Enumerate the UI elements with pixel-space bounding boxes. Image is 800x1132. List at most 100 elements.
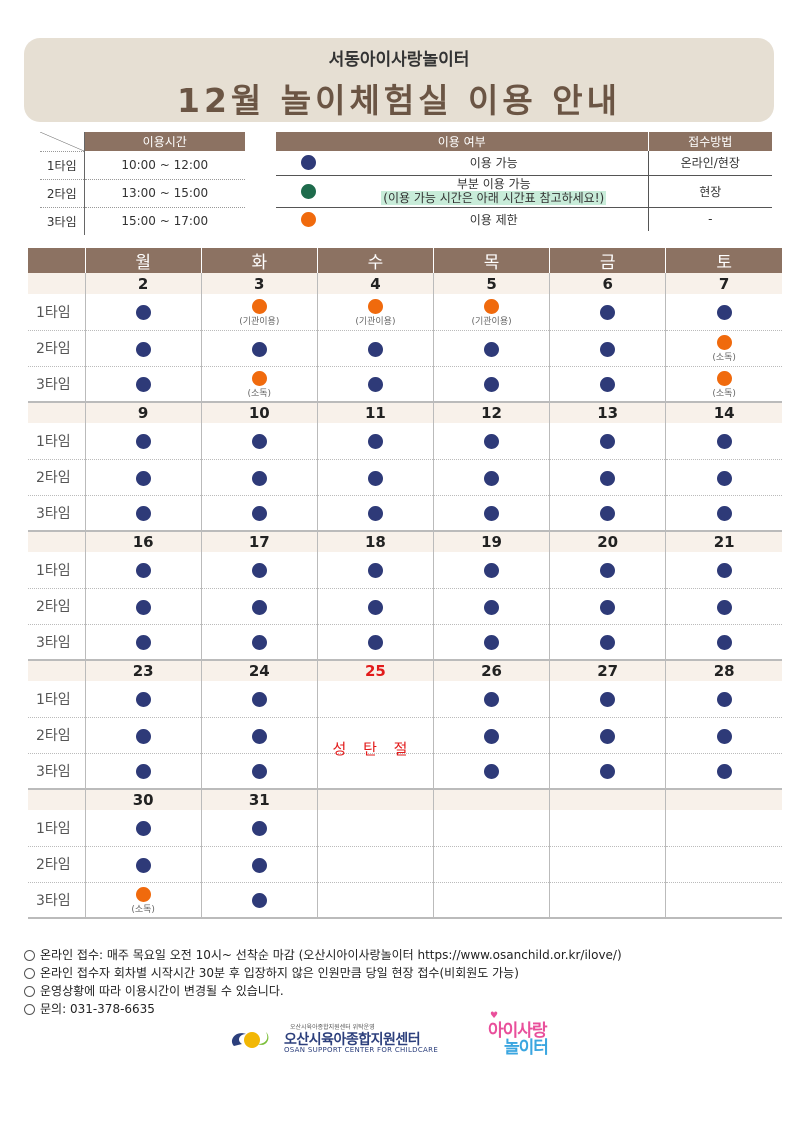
available-dot-icon (484, 764, 500, 780)
slot-cell: (기관이용) (432, 294, 550, 331)
slot-cell (665, 552, 782, 589)
slot-cell (549, 423, 666, 460)
slot-cell (316, 366, 434, 403)
slot-label: 3타임 (28, 624, 86, 661)
available-dot-icon (251, 434, 267, 450)
slot-label: 2타임 (28, 846, 86, 883)
date-cell: 26 (432, 660, 550, 681)
time-row: 2타임 13:00 ~ 15:00 (40, 179, 245, 208)
legend-label: 이용 가능 (340, 151, 648, 176)
slot-cell (200, 588, 318, 625)
available-dot-icon (367, 341, 383, 357)
available-dot-icon (251, 764, 267, 780)
slot-cell (432, 423, 550, 460)
usage-legend-table: 이용 여부 접수방법 이용 가능 온라인/현장 부분 이용 가능 (이용 가능 … (276, 132, 772, 231)
legend-row: 이용 가능 온라인/현장 (276, 151, 772, 176)
time-slot-row: 3타임 (28, 495, 782, 532)
available-dot-icon (251, 563, 267, 579)
slot-label: 1타임 (40, 151, 85, 180)
slot-cell (549, 588, 666, 625)
available-dot-icon (484, 506, 500, 522)
available-dot-icon (600, 470, 616, 486)
slot-cell (316, 330, 434, 367)
slot-cell (549, 552, 666, 589)
available-dot-icon (600, 692, 616, 708)
holiday-label: 성 탄 절 (332, 740, 414, 758)
center-name: 서동아이사랑놀이터 (328, 50, 470, 70)
time-header: 이용시간 (84, 132, 245, 151)
heart-icon: ♥ (490, 1011, 499, 1021)
slot-label: 3타임 (28, 882, 86, 919)
date-row: 16 17 18 19 20 21 (28, 531, 782, 552)
slot-cell (549, 882, 666, 919)
slot-label: 1타임 (28, 681, 86, 718)
slot-cell (665, 882, 782, 919)
available-dot-icon (135, 857, 151, 873)
slot-cell (549, 330, 666, 367)
legend-method: 온라인/현장 (647, 151, 772, 176)
notice-item: 온라인 접수자 회차별 시작시간 30분 후 입장하지 않은 인원만큼 당일 현… (24, 964, 622, 982)
slot-cell (84, 423, 202, 460)
slot-cell (316, 552, 434, 589)
available-dot-icon (600, 377, 616, 393)
slot-label: 3타임 (28, 366, 86, 403)
slot-label: 2타임 (40, 179, 85, 208)
slot-cell (549, 624, 666, 661)
available-dot-icon (251, 341, 267, 357)
slot-cell (665, 495, 782, 532)
slot-cell (200, 810, 318, 847)
slot-cell (316, 846, 434, 883)
slot-label: 3타임 (28, 495, 86, 532)
date-row: 23 24 25 26 27 28 (28, 660, 782, 681)
available-dot-icon (367, 563, 383, 579)
slot-cell (549, 810, 666, 847)
slot-cell (549, 294, 666, 331)
date-cell: 21 (665, 531, 782, 552)
available-dot-icon (600, 341, 616, 357)
available-dot-icon (135, 563, 151, 579)
slot-cell (200, 552, 318, 589)
legend-label: 이용 제한 (469, 212, 518, 227)
slot-cell (432, 846, 550, 883)
available-dot-icon (484, 563, 500, 579)
time-slot-row: 2타임 (28, 588, 782, 625)
date-cell: 31 (200, 789, 318, 810)
slot-cell (432, 366, 550, 403)
date-cell: 2 (84, 273, 202, 294)
date-cell: 30 (84, 789, 202, 810)
brand-line-1: 아이사랑 (488, 1021, 548, 1041)
slot-cell (432, 495, 550, 532)
notice-item: 문의: 031-378-6635 (24, 1000, 622, 1018)
restricted-dot-icon (716, 370, 732, 386)
restricted-dot-icon (484, 298, 500, 314)
slot-cell (665, 588, 782, 625)
date-row-spacer (28, 660, 86, 681)
slot-label: 2타임 (28, 588, 86, 625)
date-row: 9 10 11 12 13 14 (28, 402, 782, 423)
slot-cell (432, 681, 550, 718)
available-dot-icon (135, 635, 151, 651)
slot-cell (432, 624, 550, 661)
available-dot-icon (600, 599, 616, 615)
slot-cell (316, 423, 434, 460)
date-row-spacer (28, 531, 86, 552)
weekday-header: 목 (432, 248, 550, 273)
slot-note: (소독) (247, 388, 272, 399)
available-dot-icon (600, 635, 616, 651)
available-dot-icon (367, 470, 383, 486)
time-slot-row: 2타임 (28, 717, 782, 754)
slot-cell: (소독) (200, 366, 318, 403)
legend-method: 현장 (647, 175, 772, 208)
org-small-text: 오산시육아종합지원센터 위탁운영 (290, 1024, 375, 1031)
slot-cell (84, 366, 202, 403)
time-row: 3타임 15:00 ~ 17:00 (40, 207, 245, 235)
slot-time: 13:00 ~ 15:00 (84, 179, 245, 208)
restricted-dot-icon (251, 370, 267, 386)
slot-cell (549, 717, 666, 754)
available-dot-icon (135, 377, 151, 393)
time-table: 이용시간 1타임 10:00 ~ 12:00 2타임 13:00 ~ 15:00… (40, 132, 245, 235)
slot-note: (소독) (712, 388, 736, 399)
slot-cell (316, 753, 434, 790)
slot-cell (84, 753, 202, 790)
slot-label: 2타임 (28, 459, 86, 496)
